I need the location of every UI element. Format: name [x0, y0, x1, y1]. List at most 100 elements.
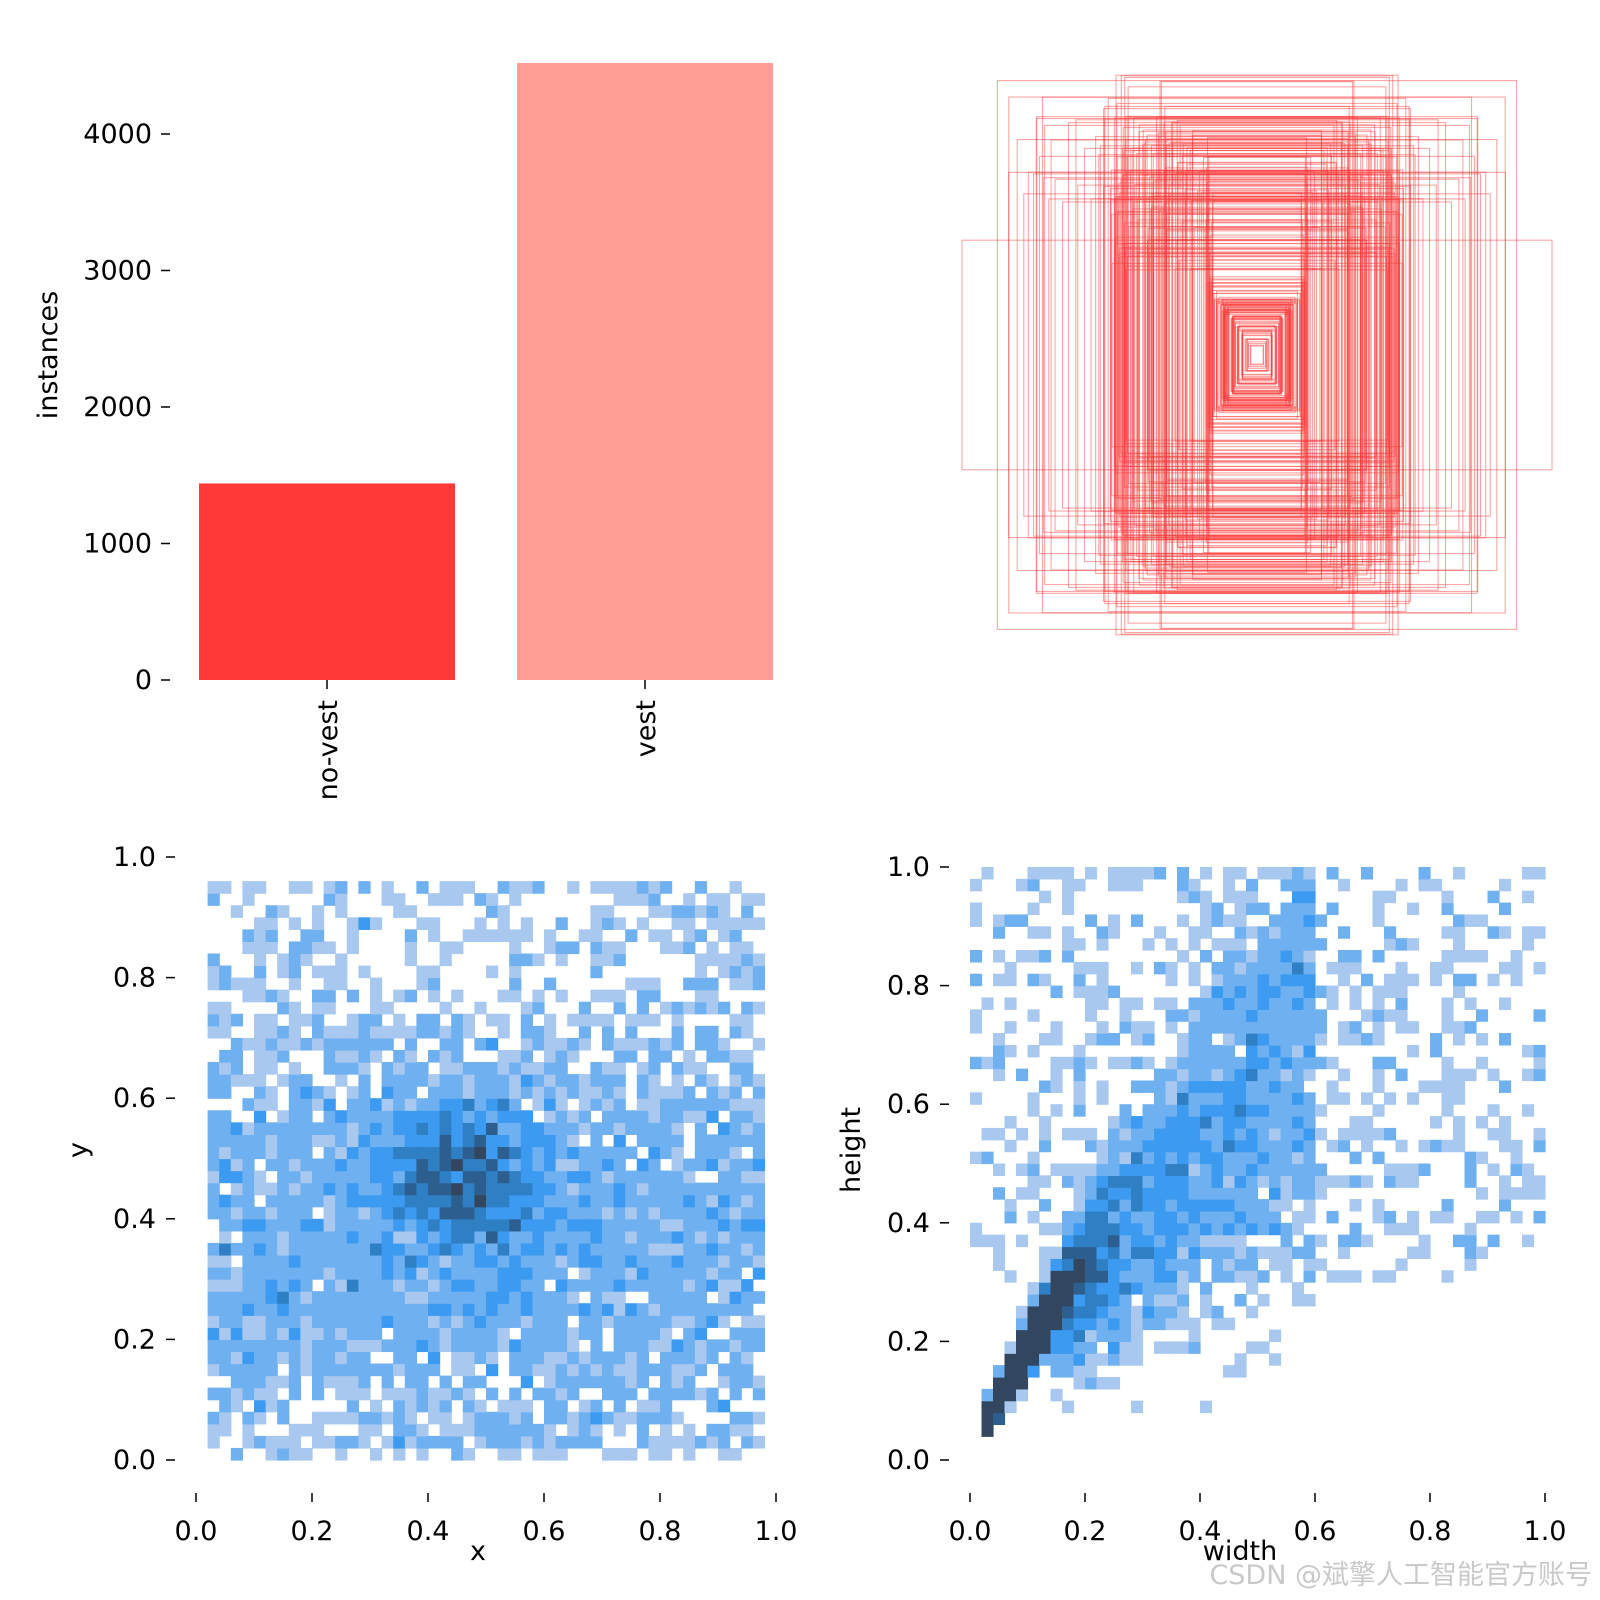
histogram-cell: [1200, 1104, 1213, 1117]
bounding-box: [1152, 180, 1362, 530]
histogram-cell: [474, 1206, 487, 1220]
histogram-cell: [636, 1254, 649, 1268]
bounding-box: [1146, 240, 1368, 470]
histogram-cell: [613, 917, 626, 930]
histogram-cell: [346, 1339, 359, 1353]
histogram-cell: [993, 973, 1006, 987]
histogram-cell: [1372, 1127, 1385, 1141]
bounding-box: [1136, 198, 1378, 512]
histogram-cell: [428, 917, 441, 930]
histogram-cell: [1269, 1246, 1282, 1259]
histogram-cell: [741, 1170, 754, 1184]
histogram-cell: [1487, 1127, 1500, 1141]
histogram-cell: [428, 1291, 441, 1304]
histogram-cell: [1223, 867, 1236, 880]
histogram-cell: [1223, 1116, 1236, 1129]
histogram-cell: [1108, 1329, 1121, 1342]
histogram-cell: [578, 1158, 591, 1172]
histogram-cell: [752, 953, 765, 967]
bounding-box: [1241, 330, 1273, 380]
histogram-cell: [1211, 1199, 1224, 1212]
histogram-cell: [532, 1363, 545, 1377]
histogram-cell: [1441, 902, 1454, 916]
histogram-cell: [648, 1267, 661, 1280]
histogram-cell: [323, 1218, 336, 1232]
histogram-cell: [1154, 1341, 1167, 1354]
histogram-cell: [1246, 1246, 1259, 1259]
histogram-cell: [578, 1086, 591, 1099]
histogram-cell: [532, 1351, 545, 1365]
histogram-cell: [1131, 1270, 1144, 1283]
histogram-cell: [532, 1291, 545, 1304]
histogram-cell: [1016, 1068, 1029, 1082]
bounding-box: [1114, 211, 1400, 499]
histogram-cell: [497, 1122, 510, 1135]
histogram-cell: [706, 1351, 719, 1365]
histogram-cell: [1499, 926, 1512, 939]
histogram-cell: [590, 965, 603, 979]
histogram-cell: [648, 1049, 661, 1063]
histogram-cell: [671, 1074, 684, 1087]
histogram-cell: [1372, 985, 1385, 999]
histogram-cell: [741, 1134, 754, 1148]
histogram-cell: [346, 1158, 359, 1172]
bounding-box: [1211, 282, 1303, 428]
histogram-cell: [416, 1062, 429, 1075]
histogram-cell: [729, 1447, 742, 1461]
histogram-cell: [1292, 1021, 1305, 1034]
histogram-cell: [590, 905, 603, 918]
histogram-cell: [439, 1037, 452, 1051]
histogram-cell: [509, 881, 522, 894]
bounding-box: [1152, 226, 1362, 484]
histogram-cell: [1096, 1080, 1109, 1093]
histogram-cell: [752, 965, 765, 979]
histogram-cell: [602, 1037, 615, 1051]
histogram-cell: [1361, 1234, 1374, 1248]
histogram-cell: [358, 1182, 371, 1196]
histogram-cell: [277, 965, 290, 979]
histogram-cell: [1292, 914, 1305, 927]
histogram-cell: [219, 1146, 232, 1160]
histogram-cell: [1062, 1127, 1075, 1141]
histogram-cell: [718, 1315, 731, 1328]
histogram-cell: [1085, 914, 1098, 927]
histogram-cell: [520, 881, 533, 894]
histogram-cell: [729, 1375, 742, 1389]
histogram-cell: [404, 941, 417, 955]
histogram-cell: [660, 1122, 673, 1135]
histogram-cell: [381, 1339, 394, 1353]
histogram-cell: [265, 1387, 278, 1401]
bar-chart-ytick-label: 3000: [83, 255, 152, 286]
histogram-cell: [346, 1194, 359, 1208]
histogram-cell: [613, 1194, 626, 1208]
histogram-cell: [1177, 1175, 1190, 1188]
histogram-cell: [1073, 1199, 1086, 1212]
histogram-cell: [439, 1062, 452, 1075]
histogram-cell: [1188, 1329, 1201, 1342]
bounding-box: [1163, 121, 1351, 589]
histogram-cell: [544, 1158, 557, 1172]
histogram-cell: [1269, 1009, 1282, 1022]
histogram-cell: [1211, 1305, 1224, 1319]
histogram-cell: [393, 1134, 406, 1148]
histogram-cell: [1154, 1282, 1167, 1295]
histogram-cell: [729, 1230, 742, 1244]
histogram-cell: [648, 1399, 661, 1413]
histogram-cell: [497, 989, 510, 1003]
histogram-cell: [381, 1158, 394, 1172]
histogram-cell: [509, 1423, 522, 1437]
histogram-cell: [312, 1122, 325, 1135]
histogram-cell: [346, 1435, 359, 1449]
histogram-cell: [1280, 1033, 1293, 1046]
bounding-box: [1209, 252, 1305, 458]
histogram-cell: [648, 1303, 661, 1316]
histogram-cell: [1223, 1044, 1236, 1058]
histogram-cell: [981, 1412, 994, 1426]
histogram-cell: [1246, 1199, 1259, 1212]
histogram-cell: [335, 1279, 348, 1292]
histogram-cell: [1234, 1353, 1247, 1366]
histogram-cell: [1050, 1021, 1063, 1034]
histogram-cell: [1533, 1175, 1546, 1188]
histogram-cell: [404, 1303, 417, 1316]
histogram-cell: [404, 1049, 417, 1063]
